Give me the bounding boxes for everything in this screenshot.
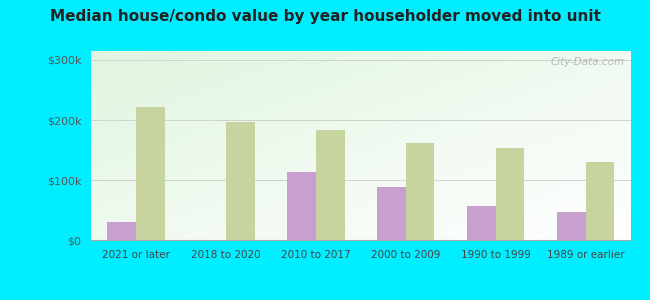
Text: Median house/condo value by year householder moved into unit: Median house/condo value by year househo…	[49, 9, 601, 24]
Bar	[557, 212, 586, 240]
Bar	[107, 222, 136, 240]
Bar	[495, 148, 525, 240]
Bar	[377, 187, 406, 240]
Bar	[586, 162, 614, 240]
Bar	[467, 206, 495, 240]
Text: City-Data.com: City-Data.com	[551, 57, 625, 67]
Bar	[136, 107, 164, 240]
Bar	[287, 172, 316, 240]
Bar	[316, 130, 344, 240]
Bar	[406, 143, 434, 240]
Bar	[226, 122, 255, 240]
